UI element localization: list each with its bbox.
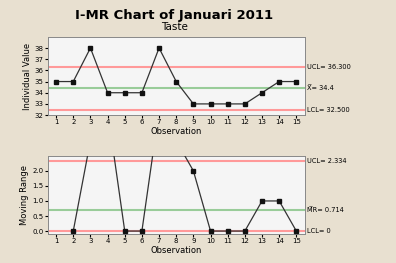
X-axis label: Observation: Observation (150, 127, 202, 136)
Y-axis label: Individual Value: Individual Value (23, 42, 32, 109)
Text: I-MR Chart of Januari 2011: I-MR Chart of Januari 2011 (75, 9, 273, 22)
Text: LCL= 0: LCL= 0 (308, 228, 331, 234)
Text: Taste: Taste (161, 22, 188, 32)
X-axis label: Observation: Observation (150, 246, 202, 255)
Text: M̅R= 0.714: M̅R= 0.714 (308, 206, 345, 213)
Text: X̅= 34.4: X̅= 34.4 (308, 85, 334, 91)
Text: LCL= 32.500: LCL= 32.500 (308, 107, 350, 113)
Y-axis label: Moving Range: Moving Range (20, 165, 29, 225)
Text: UCL= 2.334: UCL= 2.334 (308, 158, 347, 164)
Text: UCL= 36.300: UCL= 36.300 (308, 64, 351, 70)
